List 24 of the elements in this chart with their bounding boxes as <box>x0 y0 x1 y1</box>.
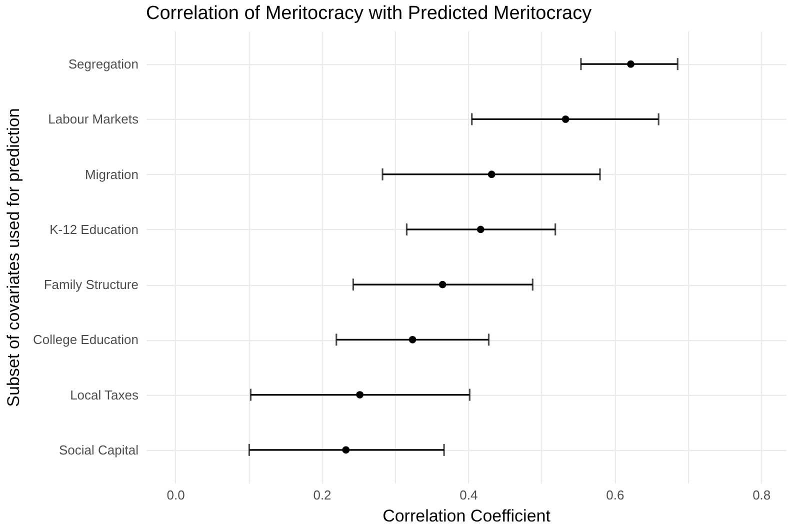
point <box>342 446 350 454</box>
y-tick-label: Local Taxes <box>70 387 139 402</box>
y-tick-label: Migration <box>85 166 138 182</box>
x-tick-label: 0.8 <box>752 488 771 502</box>
point <box>627 60 634 68</box>
y-tick-label: K-12 Education <box>50 222 138 237</box>
point <box>438 280 446 288</box>
point <box>562 115 570 123</box>
x-tick-label: 0.4 <box>460 488 478 502</box>
point <box>488 170 496 178</box>
x-tick-label: 0.0 <box>166 488 185 502</box>
y-tick-label: Social Capital <box>59 442 139 458</box>
y-tick-label: College Education <box>32 332 138 348</box>
x-tick-label: 0.6 <box>606 488 624 502</box>
y-tick-label: Family Structure <box>44 277 138 292</box>
point <box>408 336 416 344</box>
chart-title: Correlation of Meritocracy with Predicted Meritocracy <box>146 3 592 24</box>
point <box>356 391 364 399</box>
point <box>476 226 484 234</box>
x-tick-label: 0.2 <box>313 488 332 502</box>
y-axis-title: Subset of covariates used for prediction <box>4 108 23 407</box>
x-axis-title: Correlation Coefficient <box>382 506 551 526</box>
y-tick-label: Labour Markets <box>48 112 139 127</box>
y-tick-label: Segregation <box>68 56 138 72</box>
